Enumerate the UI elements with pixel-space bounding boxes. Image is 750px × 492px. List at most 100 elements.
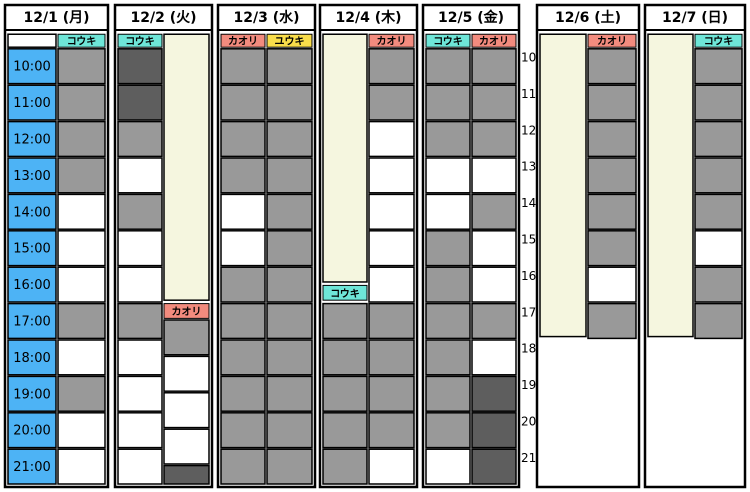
slot bbox=[57, 48, 106, 85]
hour-label: 16 bbox=[521, 269, 536, 283]
hour-label: 21 bbox=[521, 451, 536, 465]
name-tag-label: コウキ bbox=[330, 288, 360, 300]
slot bbox=[7, 193, 57, 230]
slot bbox=[425, 84, 471, 121]
time-label: 14:00 bbox=[13, 205, 50, 220]
slot bbox=[57, 412, 106, 449]
name-tag-label: コウキ bbox=[67, 36, 97, 48]
day-header: 12/2 (火) bbox=[130, 10, 196, 26]
slot bbox=[694, 48, 743, 85]
slot bbox=[368, 339, 415, 376]
hour-label: 12 bbox=[521, 123, 536, 137]
slot bbox=[220, 193, 266, 230]
slot bbox=[117, 193, 163, 230]
slot bbox=[7, 302, 57, 340]
slot bbox=[471, 412, 517, 449]
slot bbox=[471, 84, 517, 121]
time-label: 21:00 bbox=[13, 460, 50, 475]
slot bbox=[7, 84, 57, 121]
slot bbox=[220, 266, 266, 303]
slot bbox=[266, 266, 313, 303]
name-tag-label: コウキ bbox=[704, 36, 734, 48]
slot bbox=[471, 339, 517, 376]
slot bbox=[368, 412, 415, 449]
time-label: 17:00 bbox=[13, 315, 50, 330]
slot bbox=[220, 120, 266, 158]
slot bbox=[471, 230, 517, 267]
hour-label: 19 bbox=[521, 378, 536, 392]
slot bbox=[117, 302, 163, 340]
name-tag bbox=[425, 33, 471, 48]
slot bbox=[471, 120, 517, 158]
slot bbox=[368, 230, 415, 267]
slot bbox=[57, 266, 106, 303]
slot bbox=[694, 120, 743, 158]
slot bbox=[471, 448, 517, 485]
slot bbox=[57, 120, 106, 158]
slot bbox=[220, 48, 266, 85]
time-label: 20:00 bbox=[13, 424, 50, 439]
slot bbox=[587, 266, 637, 303]
slot bbox=[587, 302, 637, 340]
slot bbox=[220, 302, 266, 340]
slot bbox=[266, 230, 313, 267]
slot bbox=[471, 266, 517, 303]
slot bbox=[266, 48, 313, 85]
slot bbox=[163, 392, 210, 429]
slot bbox=[7, 266, 57, 303]
slot bbox=[57, 448, 106, 485]
slot bbox=[220, 412, 266, 449]
slot bbox=[7, 48, 57, 85]
slot bbox=[471, 48, 517, 85]
time-label: 19:00 bbox=[13, 387, 50, 402]
slot bbox=[322, 448, 368, 485]
slot bbox=[163, 33, 210, 301]
name-tag-label: カオリ bbox=[377, 36, 407, 48]
name-tag bbox=[587, 33, 637, 48]
day-header: 12/4 (木) bbox=[335, 9, 401, 26]
slot bbox=[266, 84, 313, 121]
time-label: 16:00 bbox=[13, 278, 50, 293]
slot bbox=[266, 193, 313, 230]
time-label: 12:00 bbox=[13, 133, 50, 148]
slot bbox=[57, 375, 106, 412]
slot bbox=[587, 48, 637, 85]
slot bbox=[587, 193, 637, 230]
slot bbox=[117, 448, 163, 485]
slot bbox=[425, 230, 471, 267]
slot bbox=[266, 448, 313, 485]
slot bbox=[587, 230, 637, 267]
slot bbox=[117, 266, 163, 303]
day-header: 12/5 (金) bbox=[438, 9, 504, 26]
slot bbox=[7, 448, 57, 485]
name-tag bbox=[266, 33, 313, 48]
hour-label: 14 bbox=[521, 196, 536, 210]
name-tag bbox=[163, 303, 210, 319]
slot bbox=[266, 339, 313, 376]
slot bbox=[694, 266, 743, 303]
slot bbox=[471, 157, 517, 194]
slot bbox=[368, 120, 415, 158]
slot bbox=[322, 339, 368, 376]
slot bbox=[539, 33, 587, 338]
slot bbox=[220, 448, 266, 485]
slot bbox=[425, 193, 471, 230]
slot bbox=[7, 157, 57, 194]
day-header: 12/1 (月) bbox=[23, 10, 89, 26]
slot bbox=[471, 375, 517, 412]
hour-label: 10 bbox=[521, 51, 536, 65]
slot bbox=[425, 302, 471, 340]
slot bbox=[266, 157, 313, 194]
slot bbox=[425, 120, 471, 158]
slot bbox=[471, 302, 517, 340]
name-tag-label: カオリ bbox=[479, 36, 509, 48]
slot bbox=[117, 230, 163, 267]
slot bbox=[471, 193, 517, 230]
name-tag bbox=[694, 33, 743, 48]
slot bbox=[7, 339, 57, 376]
slot bbox=[266, 120, 313, 158]
time-label: 13:00 bbox=[13, 169, 50, 184]
slot bbox=[322, 302, 368, 340]
slot bbox=[368, 448, 415, 485]
slot bbox=[368, 48, 415, 85]
